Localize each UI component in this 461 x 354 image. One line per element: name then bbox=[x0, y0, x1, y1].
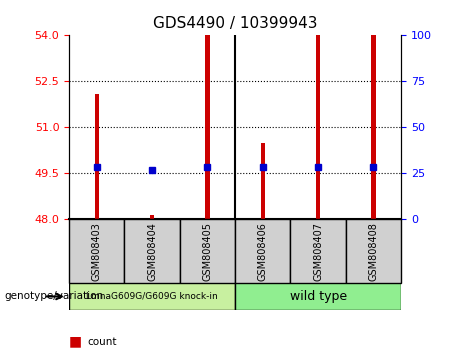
Text: GSM808405: GSM808405 bbox=[202, 222, 213, 281]
Text: GSM808404: GSM808404 bbox=[147, 222, 157, 281]
Text: wild type: wild type bbox=[290, 290, 347, 303]
FancyBboxPatch shape bbox=[290, 219, 346, 283]
Bar bbox=[260, 143, 265, 219]
Text: GSM808407: GSM808407 bbox=[313, 222, 323, 281]
FancyBboxPatch shape bbox=[124, 219, 180, 283]
Text: count: count bbox=[88, 337, 117, 347]
FancyBboxPatch shape bbox=[69, 283, 235, 310]
FancyBboxPatch shape bbox=[69, 219, 124, 283]
FancyBboxPatch shape bbox=[235, 283, 401, 310]
Title: GDS4490 / 10399943: GDS4490 / 10399943 bbox=[153, 16, 317, 32]
FancyBboxPatch shape bbox=[235, 219, 290, 283]
Bar bbox=[150, 215, 154, 219]
Bar bbox=[371, 35, 376, 219]
Bar bbox=[205, 35, 210, 219]
Text: LmnaG609G/G609G knock-in: LmnaG609G/G609G knock-in bbox=[86, 292, 218, 301]
FancyBboxPatch shape bbox=[346, 219, 401, 283]
Text: genotype/variation: genotype/variation bbox=[5, 291, 104, 302]
Text: ■: ■ bbox=[69, 335, 82, 349]
Text: GSM808406: GSM808406 bbox=[258, 222, 268, 281]
Bar bbox=[95, 94, 99, 219]
Text: GSM808408: GSM808408 bbox=[368, 222, 378, 281]
FancyBboxPatch shape bbox=[180, 219, 235, 283]
Bar bbox=[316, 35, 320, 219]
Text: GSM808403: GSM808403 bbox=[92, 222, 102, 281]
